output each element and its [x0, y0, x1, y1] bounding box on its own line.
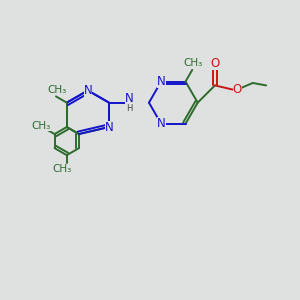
Text: CH₃: CH₃ — [53, 164, 72, 174]
Text: CH₃: CH₃ — [183, 58, 202, 68]
Text: N: N — [83, 84, 92, 97]
Text: H: H — [126, 104, 132, 113]
Text: O: O — [233, 83, 242, 96]
Text: O: O — [210, 57, 220, 70]
Text: N: N — [124, 92, 134, 105]
Text: CH₃: CH₃ — [47, 85, 66, 95]
Text: N: N — [157, 75, 166, 88]
Text: CH₃: CH₃ — [32, 121, 51, 131]
Text: N: N — [105, 121, 113, 134]
Text: N: N — [157, 117, 166, 130]
